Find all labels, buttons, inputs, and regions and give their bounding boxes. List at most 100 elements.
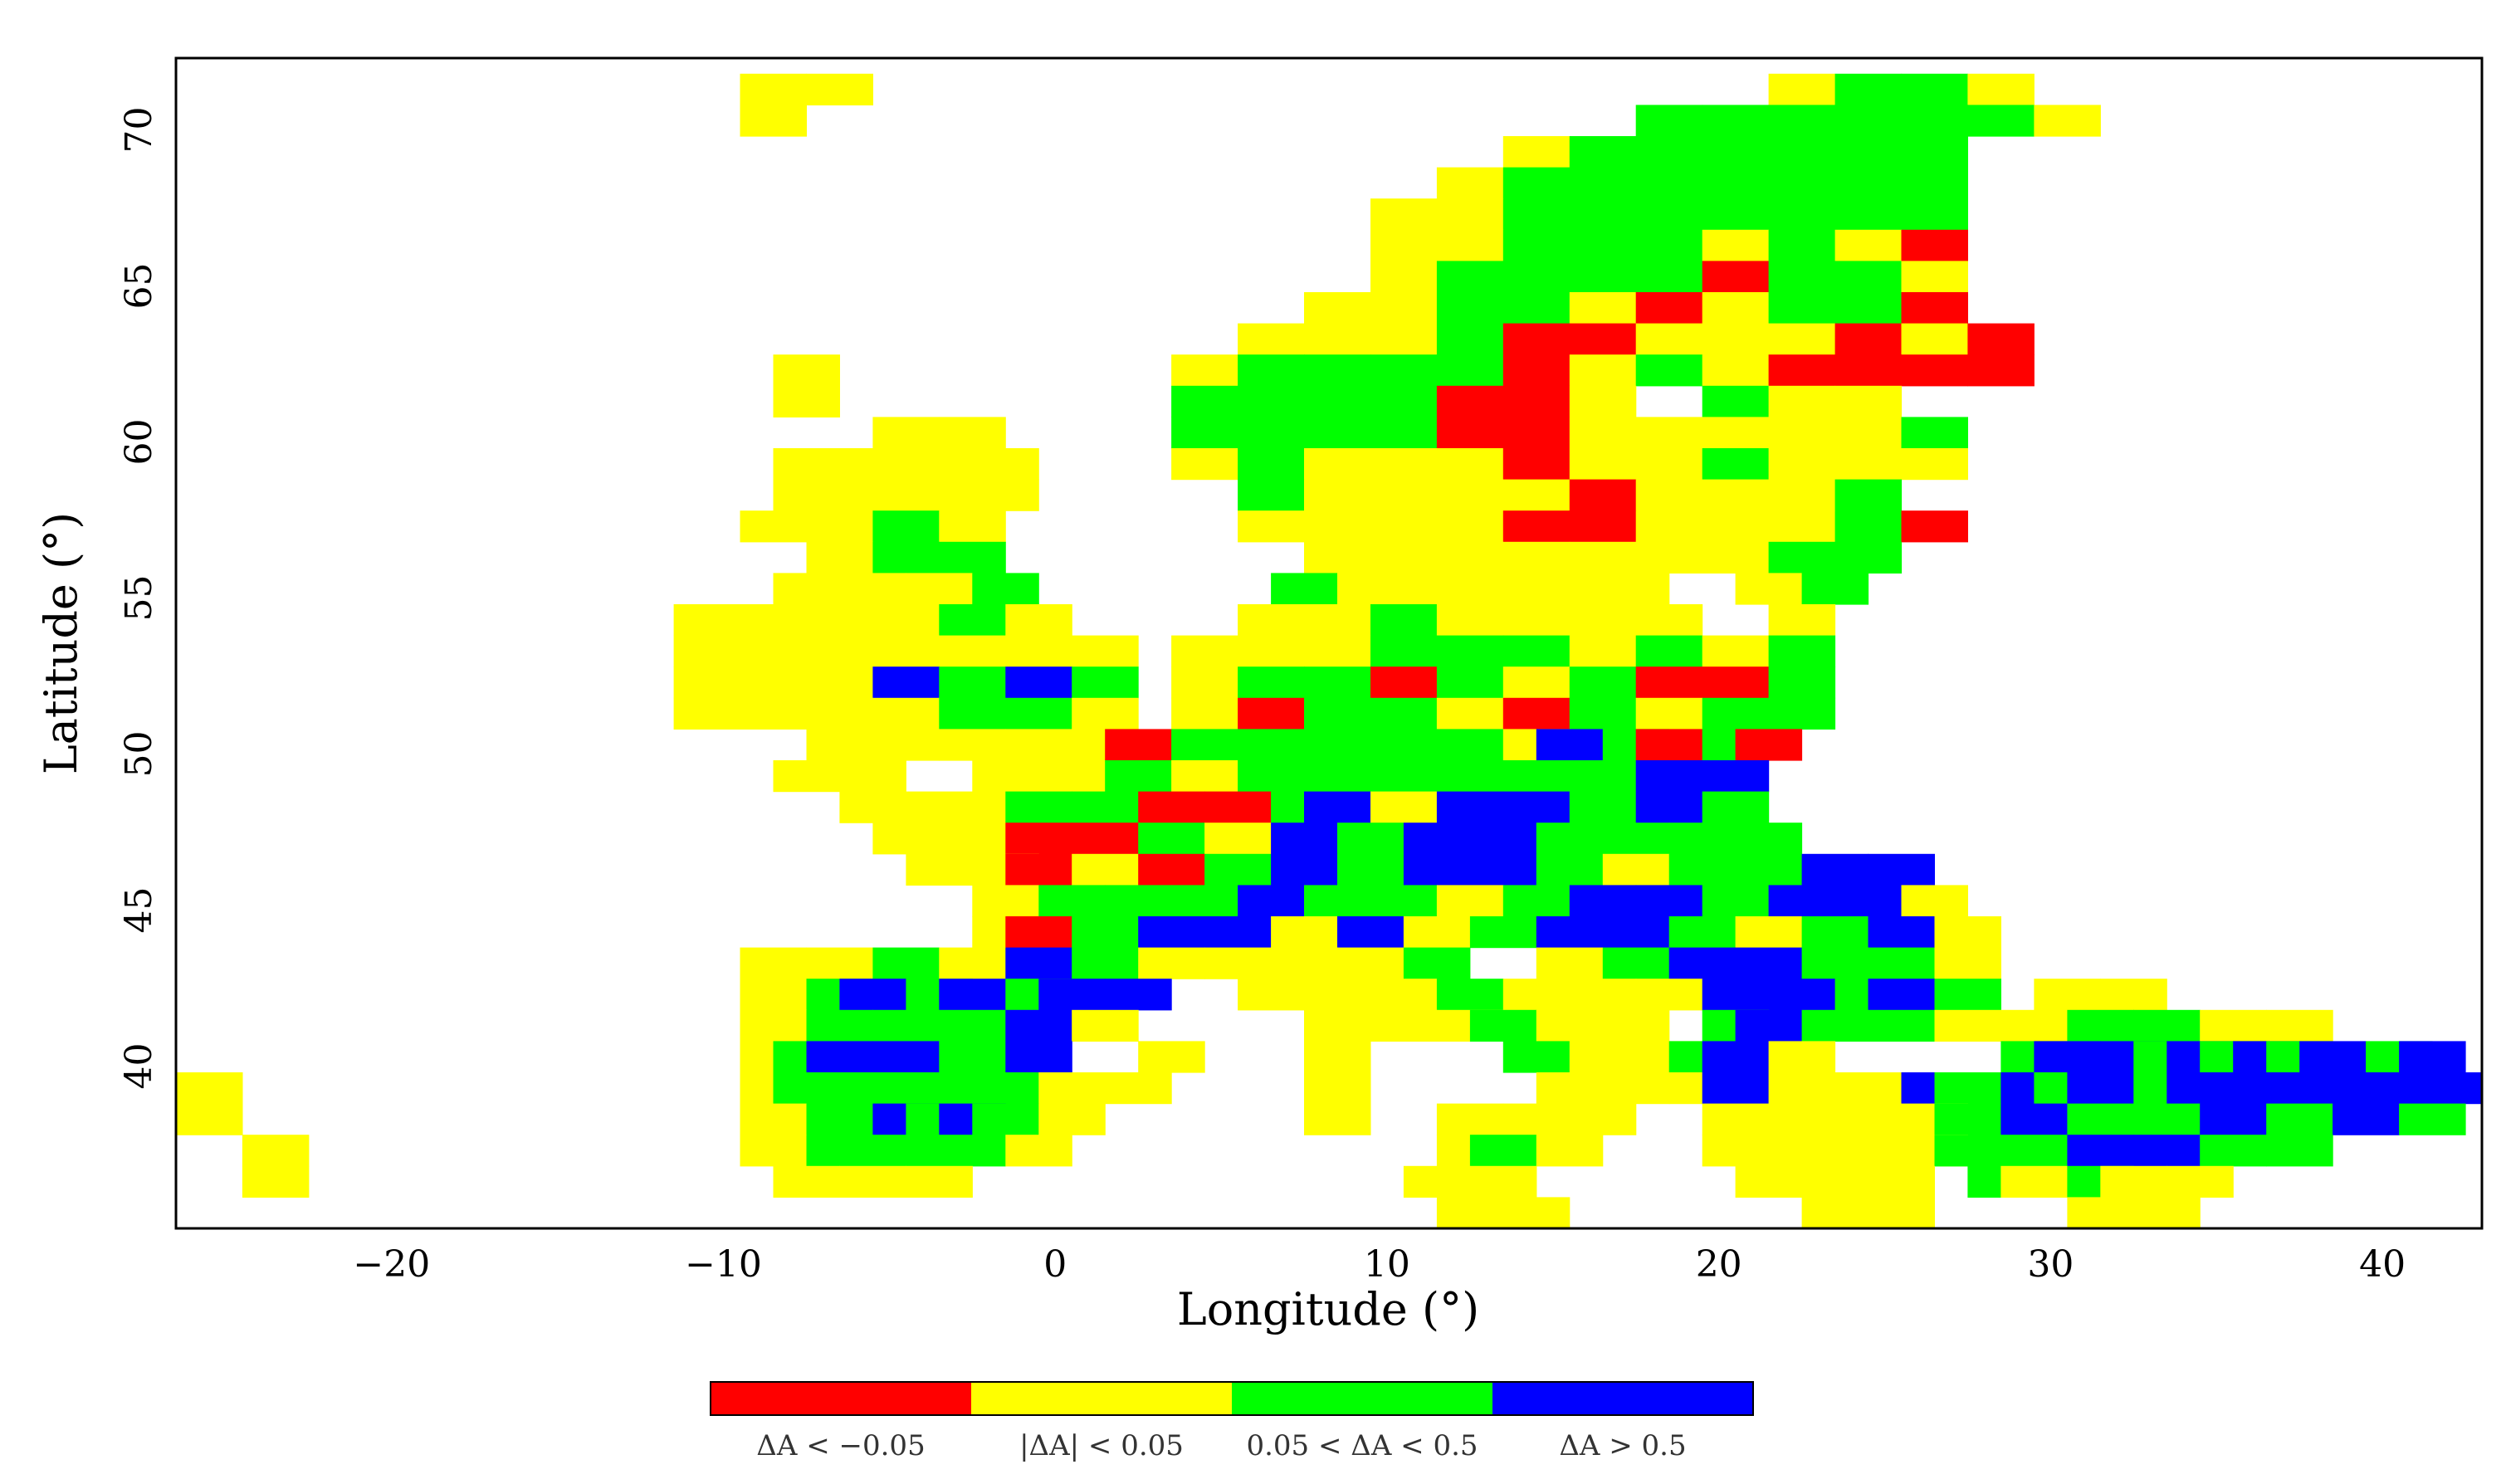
heatmap-cell — [1072, 697, 1139, 730]
heatmap-cell — [1271, 853, 1338, 886]
heatmap-cell — [1768, 105, 1836, 137]
heatmap-cell — [1304, 604, 1371, 637]
heatmap-cell — [906, 791, 973, 823]
heatmap-cell — [740, 73, 807, 105]
heatmap-cell — [806, 1103, 873, 1135]
heatmap-cell — [740, 697, 807, 730]
heatmap-cell — [1834, 417, 1903, 449]
heatmap-cell — [1436, 479, 1504, 511]
heatmap-cell — [1138, 853, 1205, 886]
heatmap-cell — [839, 760, 906, 793]
heatmap-cell — [1138, 947, 1205, 979]
heatmap-cell — [2399, 1041, 2466, 1073]
heatmap-cell — [1868, 916, 1935, 949]
heatmap-cell — [1934, 979, 2001, 1011]
heatmap-cell — [1138, 916, 1205, 949]
heatmap-cell — [1370, 354, 1438, 387]
heatmap-cell — [1569, 760, 1637, 793]
heatmap-cell — [1238, 697, 1305, 730]
legend-label: ΔA > 0.5 — [1559, 1429, 1686, 1462]
heatmap-cell — [1370, 1009, 1438, 1042]
heatmap-cell — [1635, 417, 1703, 449]
heatmap-cell — [1238, 385, 1305, 417]
heatmap-cell — [2266, 1009, 2333, 1042]
heatmap-cell — [1801, 1165, 1869, 1198]
heatmap-cell — [1834, 105, 1903, 137]
heatmap-cell — [972, 885, 1039, 917]
heatmap-cell — [2133, 1197, 2201, 1229]
heatmap-cell — [1370, 635, 1438, 667]
heatmap-cell — [1436, 979, 1504, 1011]
x-tick-label: 10 — [1364, 1243, 1410, 1286]
heatmap-cell — [839, 448, 906, 481]
heatmap-cell — [2000, 1165, 2068, 1198]
heatmap-cell — [1768, 1135, 1836, 1167]
heatmap-cell — [1635, 604, 1703, 637]
heatmap-cell — [1868, 947, 1935, 979]
heatmap-cell — [806, 1009, 873, 1042]
heatmap-cell — [1934, 1072, 2001, 1105]
heatmap-cell — [1337, 573, 1404, 605]
x-tick-label: 20 — [1696, 1243, 1742, 1286]
heatmap-cell — [1337, 947, 1404, 979]
heatmap-cell — [1569, 885, 1637, 917]
heatmap-cell — [2034, 1041, 2101, 1073]
heatmap-cell — [906, 479, 973, 511]
heatmap-cell — [1204, 823, 1272, 855]
heatmap-cell — [1502, 885, 1571, 917]
heatmap-cell — [1502, 261, 1571, 293]
heatmap-cell — [773, 354, 840, 387]
heatmap-cell — [1702, 229, 1770, 261]
heatmap-cell — [1238, 510, 1305, 543]
heatmap-cell — [939, 417, 1006, 449]
heatmap-cell — [673, 635, 741, 667]
heatmap-cell — [1138, 791, 1205, 823]
heatmap-cell — [1436, 448, 1504, 481]
heatmap-cell — [1702, 417, 1770, 449]
heatmap-cell — [2000, 1135, 2068, 1167]
heatmap-cell — [1304, 479, 1371, 511]
heatmap-cell — [1934, 1009, 2001, 1042]
heatmap-cell — [1702, 323, 1770, 355]
heatmap-cell — [1768, 448, 1836, 481]
heatmap-cell — [2299, 1041, 2367, 1073]
heatmap-cell — [1005, 697, 1072, 730]
heatmap-cell — [1502, 697, 1571, 730]
heatmap-cell — [872, 604, 940, 637]
heatmap-cell — [872, 1009, 940, 1042]
heatmap-cell — [1403, 573, 1471, 605]
heatmap-cell — [1834, 229, 1903, 261]
heatmap-cell — [872, 635, 940, 667]
heatmap-cell — [1502, 354, 1571, 387]
heatmap-cell — [1901, 198, 1968, 231]
heatmap-cell — [1635, 760, 1703, 793]
heatmap-cell — [1768, 354, 1836, 387]
heatmap-cell — [1238, 323, 1305, 355]
heatmap-cell — [1901, 417, 1968, 449]
heatmap-cell — [1834, 73, 1903, 105]
heatmap-cell — [1238, 979, 1305, 1011]
heatmap-cell — [839, 1072, 906, 1105]
heatmap-cell — [939, 947, 1006, 979]
heatmap-cell — [872, 417, 940, 449]
heatmap-cell — [1901, 448, 1968, 481]
heatmap-cell — [2166, 1165, 2234, 1198]
heatmap-cell — [1436, 1103, 1504, 1135]
heatmap-cell — [1038, 1103, 1106, 1135]
heatmap-cell — [1204, 853, 1272, 886]
heatmap-cell — [939, 823, 1006, 855]
heatmap-cell — [773, 479, 840, 511]
heatmap-cell — [1569, 1041, 1637, 1073]
heatmap-cell — [1005, 635, 1072, 667]
heatmap-cell — [1304, 385, 1371, 417]
heatmap-cell — [1436, 292, 1504, 325]
heatmap-cell — [1901, 510, 1968, 543]
heatmap-cell — [1502, 323, 1571, 355]
heatmap-cell — [1072, 853, 1139, 886]
heatmap-cell — [806, 666, 873, 699]
heatmap-cell — [806, 947, 873, 979]
heatmap-cell — [1901, 354, 1968, 387]
legend-swatch — [1232, 1382, 1492, 1415]
heatmap-cell — [1502, 1197, 1571, 1229]
heatmap-cell — [242, 1135, 310, 1167]
